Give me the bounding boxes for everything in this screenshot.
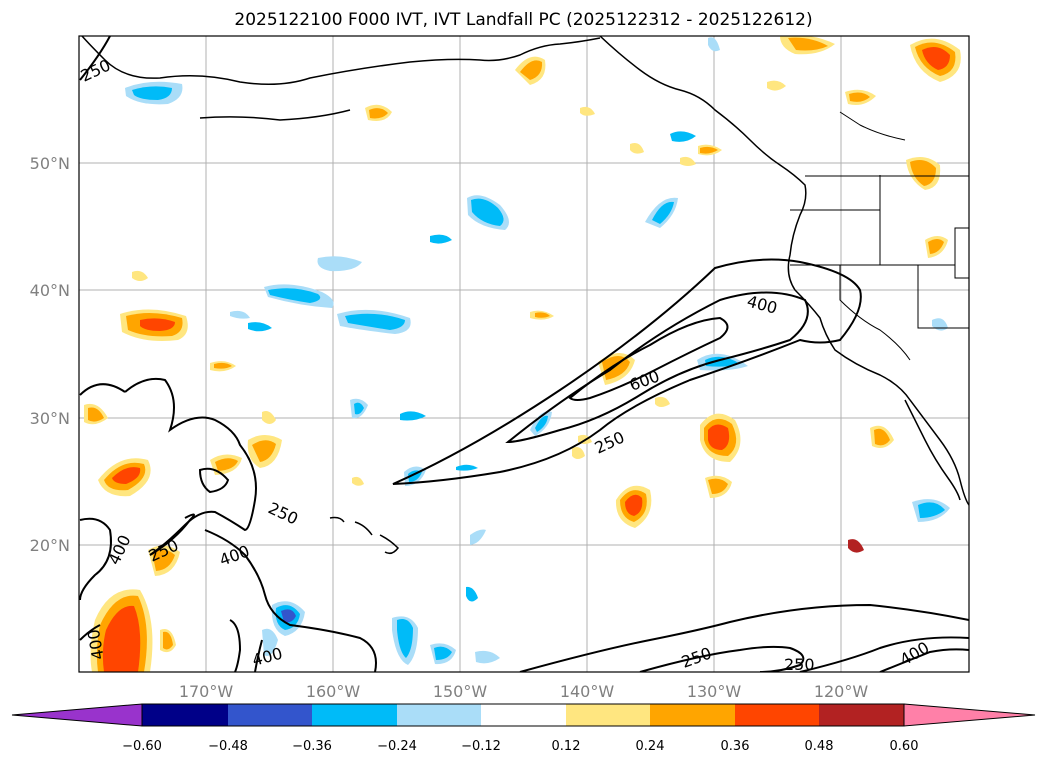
lon-label-160w: 160°W [306,682,361,701]
colorbar-tick-label: 0.36 [721,739,750,754]
lon-label-140w: 140°W [560,682,615,701]
colorbar-tick-label: 0.60 [890,739,919,754]
colorbar-swatch [312,704,397,726]
colorbar-tick-label: −0.36 [292,739,332,754]
colorbar-outline [141,703,905,727]
colorbar-ticks: −0.60 −0.48 −0.36 −0.24 −0.12 0.12 0.24 … [122,739,918,754]
coastlines [81,36,969,555]
lat-label-50: 50°N [30,154,70,173]
colorbar-tick-label: −0.12 [461,739,501,754]
colorbar-swatch [819,704,904,726]
colorbar-swatch [142,704,228,726]
lon-label-150w: 150°W [433,682,488,701]
colorbar-tick-label: −0.60 [122,739,162,754]
borders [790,111,969,361]
lat-label-40: 40°N [30,281,70,300]
lon-label-170w: 170°W [179,682,234,701]
colorbar-extend-low [11,703,143,727]
colorbar-tick-label: −0.48 [208,739,248,754]
longitude-labels: 170°W 160°W 150°W 140°W 130°W 120°W [179,682,869,701]
lat-label-30: 30°N [30,409,70,428]
colorbar [11,703,1036,727]
colorbar-tick-label: −0.24 [377,739,417,754]
lat-label-20: 20°N [30,536,70,555]
colorbar-tick-label: 0.24 [636,739,665,754]
colorbar-swatch [650,704,735,726]
latitude-labels: 50°N 40°N 30°N 20°N [30,154,70,555]
colorbar-extend-high [903,703,1036,727]
colorbar-swatch [228,704,312,726]
lon-label-130w: 130°W [687,682,742,701]
positive-pc-regions [84,36,961,672]
colorbar-swatch [735,704,819,726]
map-frame [79,36,969,672]
ivt-contours [79,36,969,672]
colorbar-tick-label: 0.12 [552,739,581,754]
negative-pc-regions [125,37,950,665]
contour-label: 250 [784,655,815,674]
colorbar-swatch [566,704,650,726]
map-border [78,35,970,673]
lon-label-120w: 120°W [814,682,869,701]
map-title: 2025122100 F000 IVT, IVT Landfall PC (20… [234,10,813,30]
colorbar-tick-label: 0.48 [805,739,834,754]
colorbar-swatch [397,704,481,726]
colorbar-swatch [481,704,566,726]
